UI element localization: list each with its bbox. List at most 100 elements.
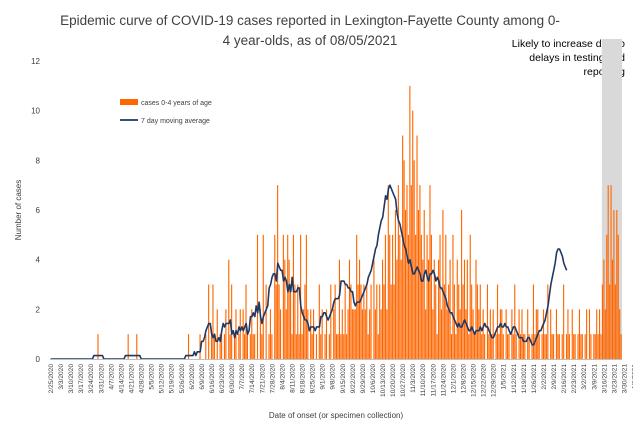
bar bbox=[588, 309, 591, 359]
bar bbox=[205, 334, 207, 359]
bar bbox=[416, 135, 418, 359]
bar bbox=[512, 334, 514, 359]
bar bbox=[242, 309, 244, 359]
bar bbox=[565, 334, 568, 359]
x-tick-label: 9/29/2020 bbox=[360, 364, 367, 394]
bar bbox=[287, 234, 289, 359]
bar bbox=[469, 234, 471, 359]
x-axis-ticks: 2/25/2020 3/3/2020 3/10/2020 3/17/2020 3/24/… bbox=[48, 364, 633, 397]
bar bbox=[358, 259, 361, 359]
bar bbox=[505, 309, 507, 359]
bar bbox=[610, 185, 612, 359]
x-tick-label: 12/15/2020 bbox=[471, 364, 478, 397]
x-tick-label: 1/5/2021 bbox=[501, 364, 508, 390]
bar bbox=[427, 259, 430, 359]
bar bbox=[501, 309, 503, 359]
x-tick-label: 5/12/2020 bbox=[159, 364, 166, 394]
x-tick-label: 2/16/2021 bbox=[561, 364, 568, 394]
bar bbox=[476, 284, 478, 359]
x-tick-label: 4/6/2021 bbox=[632, 364, 633, 390]
bar bbox=[527, 309, 529, 359]
bar bbox=[461, 210, 463, 359]
bar bbox=[412, 110, 414, 359]
bar bbox=[285, 309, 287, 359]
bar bbox=[377, 334, 379, 359]
bar bbox=[438, 259, 440, 359]
x-tick-label: 12/22/2020 bbox=[481, 364, 488, 397]
x-tick-label: 4/21/2020 bbox=[128, 364, 135, 394]
legend-label-cases: cases 0-4 years of age bbox=[141, 100, 212, 107]
bar bbox=[221, 334, 223, 359]
bar bbox=[488, 334, 490, 359]
bar bbox=[522, 334, 524, 359]
x-tick-label: 8/18/2020 bbox=[300, 364, 307, 394]
bar bbox=[246, 334, 249, 359]
bar bbox=[394, 210, 397, 359]
bar bbox=[568, 334, 570, 359]
bar bbox=[590, 334, 592, 359]
bar bbox=[586, 309, 588, 359]
bar bbox=[553, 334, 555, 359]
bar bbox=[344, 284, 346, 359]
bar bbox=[407, 234, 409, 359]
bar bbox=[594, 334, 596, 359]
y-tick-label: 8 bbox=[36, 156, 41, 165]
bar bbox=[347, 309, 349, 359]
bar bbox=[302, 309, 305, 359]
x-tick-label: 3/10/2020 bbox=[68, 364, 75, 394]
bar bbox=[429, 185, 431, 359]
bar bbox=[254, 334, 256, 359]
x-tick-label: 10/27/2020 bbox=[400, 364, 407, 397]
bar bbox=[449, 259, 451, 359]
bar bbox=[334, 284, 336, 359]
bar bbox=[208, 284, 210, 359]
bar bbox=[555, 309, 558, 359]
bar bbox=[573, 334, 575, 359]
bar bbox=[596, 309, 598, 359]
legend-swatch-cases bbox=[120, 99, 138, 105]
bar bbox=[567, 309, 569, 359]
bar bbox=[435, 284, 437, 359]
bar bbox=[611, 259, 614, 359]
bar bbox=[315, 334, 317, 359]
bar bbox=[343, 334, 345, 359]
x-tick-label: 10/13/2020 bbox=[380, 364, 387, 397]
bar bbox=[450, 334, 453, 359]
bar bbox=[380, 309, 382, 359]
bar bbox=[465, 309, 467, 359]
x-tick-label: 1/19/2021 bbox=[521, 364, 528, 394]
bar bbox=[499, 309, 501, 359]
bar bbox=[136, 334, 138, 359]
bar bbox=[609, 284, 611, 359]
bar bbox=[600, 334, 602, 359]
bar bbox=[541, 334, 543, 359]
x-tick-label: 9/8/2020 bbox=[330, 364, 337, 390]
bar bbox=[367, 334, 369, 359]
bar bbox=[387, 185, 389, 359]
bar bbox=[619, 309, 621, 359]
bar bbox=[328, 334, 330, 359]
bar bbox=[229, 334, 231, 359]
bar bbox=[275, 284, 277, 359]
bar bbox=[127, 334, 129, 359]
bar bbox=[472, 309, 474, 359]
bar bbox=[466, 259, 468, 359]
x-tick-label: 9/1/2020 bbox=[320, 364, 327, 390]
legend-label-average: 7 day moving average bbox=[141, 118, 210, 125]
bar bbox=[462, 284, 464, 359]
bar bbox=[479, 284, 481, 359]
bar bbox=[448, 284, 450, 359]
bar bbox=[231, 284, 233, 359]
x-tick-label: 3/16/2021 bbox=[601, 364, 608, 394]
bar bbox=[262, 234, 264, 359]
bar bbox=[318, 284, 320, 359]
bar bbox=[304, 284, 306, 359]
bar bbox=[360, 284, 362, 359]
x-tick-label: 5/26/2020 bbox=[179, 364, 186, 394]
bar bbox=[521, 309, 523, 359]
bar bbox=[238, 334, 240, 359]
x-axis-label: Date of onset (or specimen collection) bbox=[269, 411, 404, 420]
bar bbox=[187, 334, 190, 359]
bar bbox=[284, 259, 286, 359]
